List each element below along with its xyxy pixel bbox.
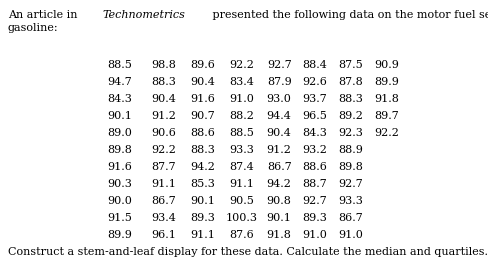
Text: 89.8: 89.8 <box>107 145 132 155</box>
Text: 90.4: 90.4 <box>267 128 291 138</box>
Text: 92.7: 92.7 <box>338 179 363 189</box>
Text: 88.9: 88.9 <box>338 145 363 155</box>
Text: 91.6: 91.6 <box>190 94 215 104</box>
Text: 93.2: 93.2 <box>303 145 327 155</box>
Text: 87.8: 87.8 <box>338 77 363 87</box>
Text: gasoline:: gasoline: <box>8 23 59 33</box>
Text: 83.4: 83.4 <box>229 77 254 87</box>
Text: 96.5: 96.5 <box>303 111 327 121</box>
Text: 87.6: 87.6 <box>229 230 254 240</box>
Text: 88.6: 88.6 <box>303 162 327 172</box>
Text: 91.2: 91.2 <box>151 111 176 121</box>
Text: 86.7: 86.7 <box>338 213 363 223</box>
Text: 92.7: 92.7 <box>303 196 327 206</box>
Text: 92.6: 92.6 <box>303 77 327 87</box>
Text: 89.6: 89.6 <box>190 60 215 70</box>
Text: 88.3: 88.3 <box>190 145 215 155</box>
Text: 89.3: 89.3 <box>303 213 327 223</box>
Text: 89.2: 89.2 <box>338 111 363 121</box>
Text: 92.2: 92.2 <box>374 128 399 138</box>
Text: 90.7: 90.7 <box>190 111 215 121</box>
Text: Construct a stem-and-leaf display for these data. Calculate the median and quart: Construct a stem-and-leaf display for th… <box>8 247 488 257</box>
Text: 87.4: 87.4 <box>229 162 254 172</box>
Text: 87.9: 87.9 <box>267 77 291 87</box>
Text: 90.1: 90.1 <box>190 196 215 206</box>
Text: 89.3: 89.3 <box>190 213 215 223</box>
Text: 90.1: 90.1 <box>267 213 291 223</box>
Text: 88.7: 88.7 <box>303 179 327 189</box>
Text: 90.4: 90.4 <box>190 77 215 87</box>
Text: 93.4: 93.4 <box>151 213 176 223</box>
Text: 91.0: 91.0 <box>229 94 254 104</box>
Text: 88.4: 88.4 <box>303 60 327 70</box>
Text: 90.5: 90.5 <box>229 196 254 206</box>
Text: 84.3: 84.3 <box>107 94 132 104</box>
Text: 90.1: 90.1 <box>107 111 132 121</box>
Text: 86.7: 86.7 <box>151 196 176 206</box>
Text: 91.1: 91.1 <box>229 179 254 189</box>
Text: 86.7: 86.7 <box>267 162 291 172</box>
Text: 94.7: 94.7 <box>107 77 132 87</box>
Text: 93.0: 93.0 <box>267 94 291 104</box>
Text: 90.8: 90.8 <box>267 196 291 206</box>
Text: 90.3: 90.3 <box>107 179 132 189</box>
Text: 88.5: 88.5 <box>229 128 254 138</box>
Text: 90.9: 90.9 <box>374 60 399 70</box>
Text: 96.1: 96.1 <box>151 230 176 240</box>
Text: 91.0: 91.0 <box>338 230 363 240</box>
Text: 91.8: 91.8 <box>267 230 291 240</box>
Text: 91.6: 91.6 <box>107 162 132 172</box>
Text: 91.5: 91.5 <box>107 213 132 223</box>
Text: 92.2: 92.2 <box>229 60 254 70</box>
Text: 92.7: 92.7 <box>267 60 291 70</box>
Text: 84.3: 84.3 <box>303 128 327 138</box>
Text: 89.0: 89.0 <box>107 128 132 138</box>
Text: 91.8: 91.8 <box>374 94 399 104</box>
Text: 93.7: 93.7 <box>303 94 327 104</box>
Text: An article in: An article in <box>8 10 81 20</box>
Text: presented the following data on the motor fuel several blends of: presented the following data on the moto… <box>209 10 488 20</box>
Text: 94.4: 94.4 <box>267 111 291 121</box>
Text: 87.5: 87.5 <box>338 60 363 70</box>
Text: 85.3: 85.3 <box>190 179 215 189</box>
Text: 100.3: 100.3 <box>225 213 258 223</box>
Text: 87.7: 87.7 <box>151 162 176 172</box>
Text: 94.2: 94.2 <box>190 162 215 172</box>
Text: 88.5: 88.5 <box>107 60 132 70</box>
Text: 89.9: 89.9 <box>374 77 399 87</box>
Text: 91.1: 91.1 <box>151 179 176 189</box>
Text: 88.2: 88.2 <box>229 111 254 121</box>
Text: 93.3: 93.3 <box>338 196 363 206</box>
Text: 89.9: 89.9 <box>107 230 132 240</box>
Text: 93.3: 93.3 <box>229 145 254 155</box>
Text: Technometrics: Technometrics <box>102 10 185 20</box>
Text: 94.2: 94.2 <box>267 179 291 189</box>
Text: 92.3: 92.3 <box>338 128 363 138</box>
Text: 90.0: 90.0 <box>107 196 132 206</box>
Text: 88.6: 88.6 <box>190 128 215 138</box>
Text: 90.4: 90.4 <box>151 94 176 104</box>
Text: 91.1: 91.1 <box>190 230 215 240</box>
Text: 91.0: 91.0 <box>303 230 327 240</box>
Text: 88.3: 88.3 <box>151 77 176 87</box>
Text: 91.2: 91.2 <box>267 145 291 155</box>
Text: 90.6: 90.6 <box>151 128 176 138</box>
Text: 92.2: 92.2 <box>151 145 176 155</box>
Text: 98.8: 98.8 <box>151 60 176 70</box>
Text: 89.7: 89.7 <box>374 111 399 121</box>
Text: 89.8: 89.8 <box>338 162 363 172</box>
Text: 88.3: 88.3 <box>338 94 363 104</box>
